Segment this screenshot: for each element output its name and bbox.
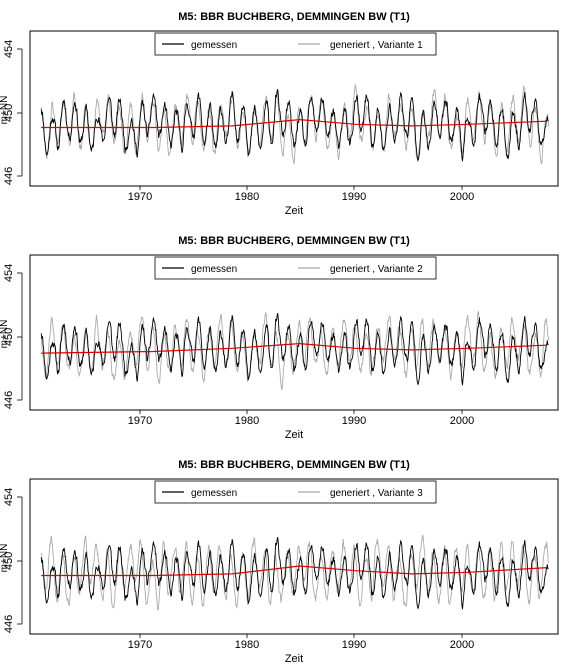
trend-line (41, 565, 547, 577)
y-tick-label-450: 450 (3, 328, 15, 346)
y-tick-label-454: 454 (3, 488, 15, 506)
y-axis-label: m+NN (0, 96, 10, 125)
x-axis: 1970 1980 1990 2000 Zeit (128, 409, 474, 441)
legend-box (154, 32, 437, 56)
y-tick-label-446: 446 (3, 391, 15, 409)
series-line-gemessen (40, 89, 549, 162)
y-tick-label-454: 454 (3, 40, 15, 58)
x-axis-label: Zeit (285, 429, 303, 441)
x-axis: 1970 1980 1990 2000 Zeit (128, 633, 474, 665)
legend-box (154, 480, 437, 504)
panel-1: M5: BBR BUCHBERG, DEMMINGEN BW (T1) geme… (0, 11, 559, 217)
plot-lines (40, 310, 550, 391)
x-tick-label-2000: 2000 (450, 415, 474, 427)
y-axis: 446 450 454 m+NN (0, 264, 23, 409)
legend-label-gemessen: gemessen (191, 488, 237, 499)
legend-box (154, 256, 437, 280)
x-tick-label-1980: 1980 (235, 191, 259, 203)
y-tick-label-446: 446 (3, 167, 15, 185)
series-line-generiert (40, 84, 550, 165)
x-tick-label-2000: 2000 (450, 639, 474, 651)
x-tick-label-1990: 1990 (342, 415, 366, 427)
series-line-gemessen (40, 537, 549, 610)
legend: gemessen generiert , Variante 1 (154, 32, 437, 56)
y-tick-label-450: 450 (3, 104, 15, 122)
legend-label-gemessen: gemessen (191, 264, 237, 275)
x-tick-label-1970: 1970 (128, 639, 152, 651)
trend-line (41, 118, 547, 129)
y-tick-label-450: 450 (3, 552, 15, 570)
x-tick-label-1990: 1990 (342, 639, 366, 651)
y-axis-label: m+NN (0, 544, 10, 573)
x-tick-label-2000: 2000 (450, 191, 474, 203)
x-tick-label-1990: 1990 (342, 191, 366, 203)
legend: gemessen generiert , Variante 2 (154, 256, 437, 280)
y-tick-label-446: 446 (3, 615, 15, 633)
y-axis: 446 450 454 m+NN (0, 488, 23, 633)
x-tick-label-1970: 1970 (128, 415, 152, 427)
x-tick-label-1980: 1980 (235, 415, 259, 427)
x-axis-label: Zeit (285, 205, 303, 217)
chart-title: M5: BBR BUCHBERG, DEMMINGEN BW (T1) (178, 11, 410, 23)
y-axis: 446 450 454 m+NN (0, 40, 23, 185)
legend-label-generiert: generiert , Variante 3 (330, 488, 423, 499)
chart-title: M5: BBR BUCHBERG, DEMMINGEN BW (T1) (178, 459, 410, 471)
series-line-generiert (40, 310, 550, 391)
y-tick-label-454: 454 (3, 264, 15, 282)
plot-lines (40, 84, 550, 165)
legend: gemessen generiert , Variante 3 (154, 480, 437, 504)
series-line-gemessen (40, 313, 549, 386)
trend-line (41, 342, 547, 354)
x-tick-label-1970: 1970 (128, 191, 152, 203)
legend-label-generiert: generiert , Variante 2 (330, 264, 423, 275)
panel-3: M5: BBR BUCHBERG, DEMMINGEN BW (T1) geme… (0, 459, 559, 665)
x-tick-label-1980: 1980 (235, 639, 259, 651)
x-axis-label: Zeit (285, 653, 303, 665)
y-axis-label: m+NN (0, 320, 10, 349)
legend-label-generiert: generiert , Variante 1 (330, 40, 423, 51)
panel-2: M5: BBR BUCHBERG, DEMMINGEN BW (T1) geme… (0, 235, 559, 441)
chart-title: M5: BBR BUCHBERG, DEMMINGEN BW (T1) (178, 235, 410, 247)
legend-label-gemessen: gemessen (191, 40, 237, 51)
x-axis: 1970 1980 1990 2000 Zeit (128, 185, 474, 217)
plot-lines (40, 534, 550, 612)
